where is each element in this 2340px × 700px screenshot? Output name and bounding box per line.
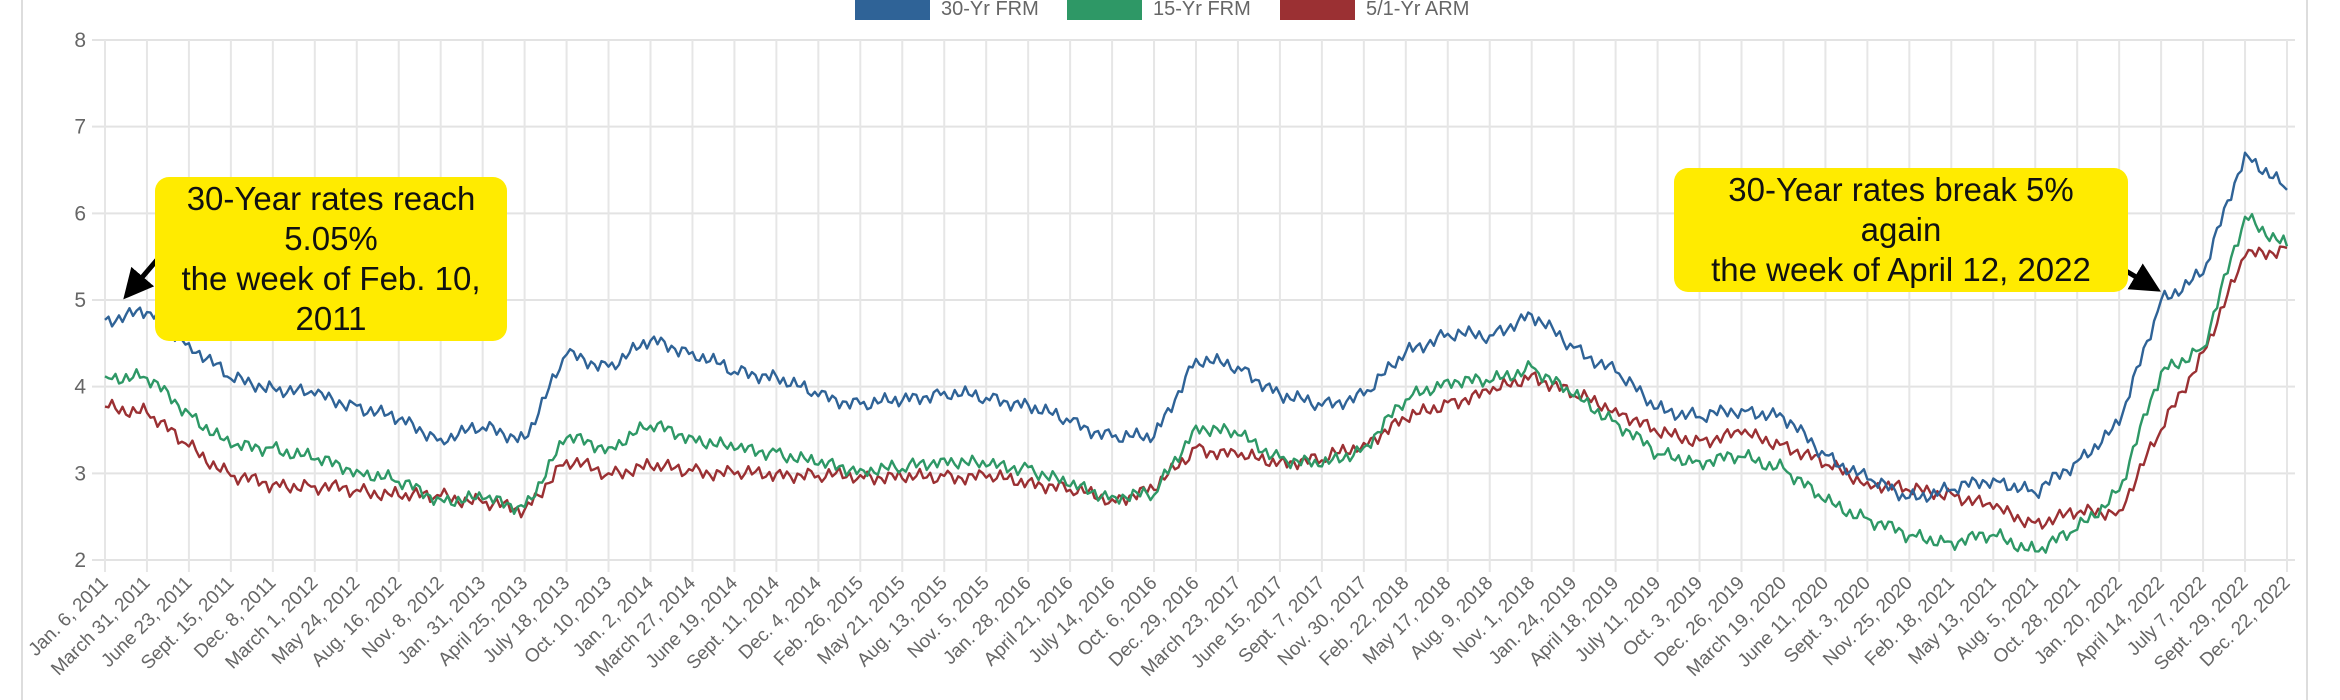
series-line-15-yr-frm	[104, 212, 2289, 554]
y-tick-label: 2	[74, 549, 86, 572]
y-tick-label: 6	[74, 202, 86, 225]
annotation-line: the week of Feb. 10, 2011	[181, 260, 481, 337]
y-tick-label: 5	[74, 289, 86, 312]
legend: 30-Yr FRM 15-Yr FRM 5/1-Yr ARM	[855, 0, 1469, 20]
y-tick-label: 4	[74, 376, 86, 399]
y-tick-label: 3	[74, 462, 86, 485]
y-tick-label: 8	[74, 29, 86, 52]
legend-label: 30-Yr FRM	[941, 0, 1039, 20]
y-axis: 2 3 4 5 6 7 8	[74, 29, 86, 572]
legend-swatch	[1280, 0, 1355, 20]
legend-label: 5/1-Yr ARM	[1366, 0, 1469, 20]
annotation-line: 30-Year rates reach 5.05%	[186, 180, 476, 257]
annotation-2022: 30-Year rates break 5% again the week of…	[1674, 168, 2128, 292]
series-line-30-yr-frm	[104, 151, 2288, 503]
legend-label: 15-Yr FRM	[1153, 0, 1251, 20]
series-lines	[104, 151, 2289, 554]
annotation-line: the week of April 12, 2022	[1711, 251, 2091, 288]
annotation-2011: 30-Year rates reach 5.05% the week of Fe…	[155, 177, 507, 341]
annotation-line: 30-Year rates break 5% again	[1728, 171, 2074, 248]
legend-swatch	[1067, 0, 1142, 20]
legend-swatch	[855, 0, 930, 20]
y-tick-label: 7	[74, 116, 86, 139]
